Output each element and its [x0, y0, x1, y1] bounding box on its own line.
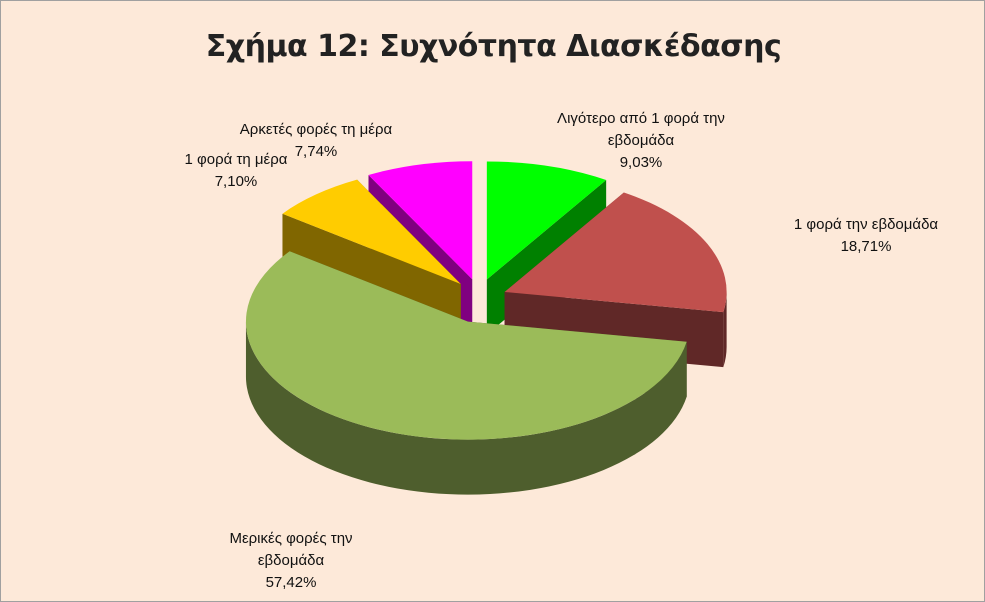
- slice-side: [245, 321, 687, 495]
- category-label: Λιγότερο από 1 φορά την εβδομάδα: [557, 110, 725, 149]
- slice-side: [723, 291, 727, 368]
- data-label: 1 φορά τη μέρα 7,10%: [156, 149, 316, 193]
- value-label: 57,42%: [265, 574, 317, 591]
- value-label: 18,71%: [840, 238, 892, 255]
- value-label: 7,10%: [214, 173, 258, 190]
- data-label: Λιγότερο από 1 φορά την εβδομάδα 9,03%: [541, 108, 741, 174]
- slice-top: [282, 179, 461, 285]
- slice-top: [368, 161, 473, 280]
- data-label: Μερικές φορές την εβδομάδα 57,42%: [206, 528, 376, 594]
- value-label: 7,74%: [294, 143, 338, 160]
- category-label: 1 φορά τη μέρα: [184, 151, 288, 168]
- slice: [245, 251, 687, 495]
- slice-top: [245, 251, 687, 440]
- category-label: 1 φορά την εβδομάδα: [793, 216, 939, 233]
- data-label: 1 φορά την εβδομάδα 18,71%: [756, 214, 976, 258]
- value-label: 9,03%: [619, 154, 663, 171]
- slice-top: [504, 192, 727, 313]
- slice-top: [486, 161, 607, 280]
- category-label: Αρκετές φορές τη μέρα: [239, 121, 393, 138]
- data-label: Αρκετές φορές τη μέρα 7,74%: [216, 119, 416, 163]
- category-label: Μερικές φορές την εβδομάδα: [229, 530, 353, 569]
- chart-title: Σχήμα 12: Συχνότητα Διασκέδασης: [205, 29, 782, 64]
